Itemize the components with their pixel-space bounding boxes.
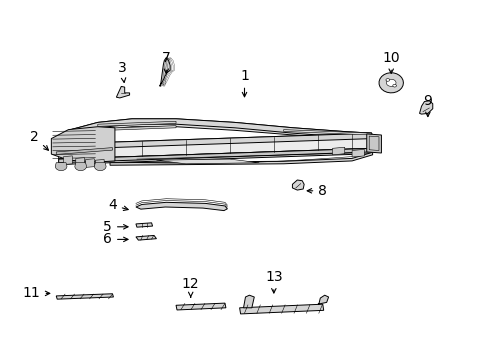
Polygon shape — [55, 163, 67, 171]
Text: 5: 5 — [103, 220, 128, 234]
Polygon shape — [76, 158, 84, 166]
Polygon shape — [392, 84, 396, 87]
Text: 7: 7 — [162, 51, 170, 73]
Polygon shape — [85, 159, 94, 167]
Polygon shape — [63, 156, 72, 165]
Polygon shape — [51, 127, 115, 162]
Polygon shape — [239, 304, 323, 314]
Polygon shape — [95, 159, 104, 168]
Polygon shape — [75, 163, 86, 171]
Polygon shape — [136, 202, 227, 211]
Polygon shape — [59, 133, 371, 149]
Polygon shape — [59, 133, 371, 159]
Text: 10: 10 — [382, 51, 399, 73]
Polygon shape — [59, 148, 371, 165]
Text: 4: 4 — [108, 198, 128, 212]
Polygon shape — [110, 152, 372, 165]
Text: 11: 11 — [23, 287, 50, 300]
Polygon shape — [56, 148, 112, 154]
Polygon shape — [332, 147, 344, 155]
Polygon shape — [136, 235, 156, 240]
Polygon shape — [366, 134, 381, 153]
Text: 3: 3 — [118, 62, 126, 82]
Polygon shape — [136, 223, 152, 227]
Polygon shape — [56, 294, 113, 299]
Polygon shape — [243, 295, 254, 308]
Polygon shape — [378, 73, 403, 93]
Text: 12: 12 — [182, 278, 199, 297]
Text: 8: 8 — [306, 184, 326, 198]
Polygon shape — [59, 119, 371, 152]
Polygon shape — [419, 101, 432, 114]
Polygon shape — [156, 159, 259, 164]
Polygon shape — [159, 58, 170, 86]
Text: 13: 13 — [264, 270, 282, 293]
Polygon shape — [59, 148, 371, 163]
Text: 1: 1 — [240, 69, 248, 97]
Text: 9: 9 — [423, 94, 431, 117]
Polygon shape — [98, 121, 176, 126]
Polygon shape — [292, 180, 304, 190]
Polygon shape — [385, 78, 389, 81]
Polygon shape — [94, 163, 106, 171]
Polygon shape — [386, 79, 395, 86]
Polygon shape — [283, 130, 371, 135]
Text: 2: 2 — [30, 130, 48, 150]
Polygon shape — [98, 126, 176, 131]
Polygon shape — [176, 303, 225, 310]
Text: 6: 6 — [103, 233, 128, 246]
Polygon shape — [116, 86, 129, 98]
Polygon shape — [59, 119, 371, 149]
Polygon shape — [351, 149, 364, 157]
Polygon shape — [317, 295, 328, 304]
